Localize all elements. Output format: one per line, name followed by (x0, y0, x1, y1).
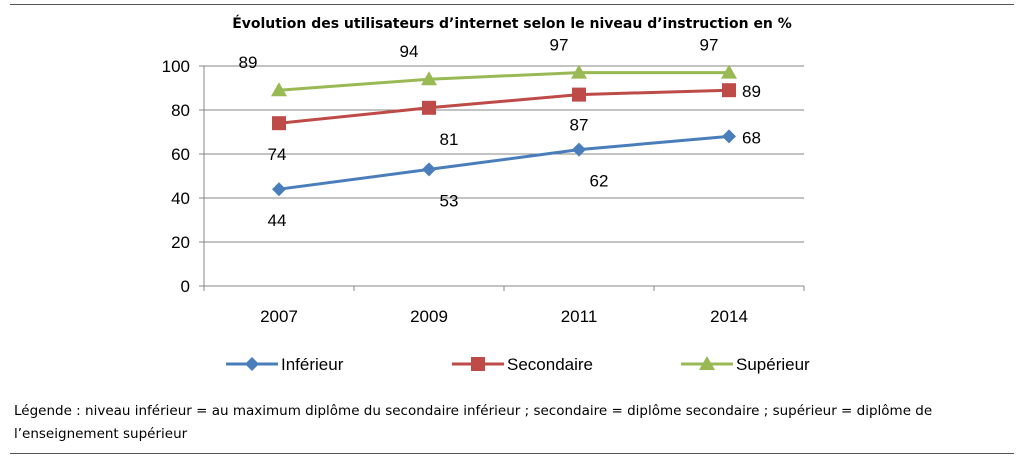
series-0-point-2009 (422, 162, 436, 177)
legend-swatch-marker-0 (245, 357, 259, 371)
x-tick-label-2009: 2009 (410, 307, 448, 326)
series-2-label-2009: 94 (400, 42, 419, 61)
y-tick-label-60: 60 (171, 145, 190, 164)
x-tick-label-2014: 2014 (710, 307, 748, 326)
series-2-label-2014: 97 (700, 36, 719, 55)
series-1-point-2011 (572, 87, 586, 102)
legend: Inférieur Secondaire Supérieur (226, 355, 810, 374)
chart-title: Évolution des utilisateurs d’internet se… (232, 15, 792, 32)
series-2-point-2007 (271, 82, 287, 97)
legend-swatch-marker-2 (699, 356, 715, 370)
y-tick-label-20: 20 (171, 233, 190, 252)
series-0-point-2014 (722, 129, 736, 144)
bottom-rule (10, 453, 1014, 454)
y-tick-label-100: 100 (162, 57, 190, 76)
series-0-label-2014: 68 (742, 128, 761, 147)
series-1-label-2011: 87 (570, 116, 589, 135)
y-tick-label-40: 40 (171, 189, 190, 208)
data-labels: 44 53 62 68 74 81 87 89 89 94 97 97 (239, 36, 761, 231)
axes: 0 20 40 60 80 100 2007 2009 2011 2014 (162, 57, 805, 326)
series-2-label-2007: 89 (239, 53, 258, 72)
series-0-line (278, 134, 730, 191)
series-0-label-2011: 62 (590, 172, 609, 191)
y-tick-label-80: 80 (171, 101, 190, 120)
line-chart: Évolution des utilisateurs d’internet se… (162, 15, 810, 374)
legend-label-1: Secondaire (507, 355, 593, 374)
x-tick-label-2007: 2007 (260, 307, 298, 326)
series-2-line (278, 71, 729, 92)
series-0-label-2007: 44 (268, 211, 287, 230)
series-lines (271, 64, 737, 197)
legend-item-2: Supérieur (681, 355, 810, 374)
legend-item-0: Inférieur (226, 355, 344, 374)
series-1-label-2007: 74 (268, 145, 287, 164)
y-tick-label-0: 0 (181, 277, 190, 296)
grid (204, 65, 804, 243)
series-1-point-2009 (422, 100, 436, 115)
series-2-point-2011 (571, 64, 587, 79)
series-1-label-2014: 89 (742, 82, 761, 101)
series-1-point-2007 (272, 116, 286, 131)
series-0-point-2011 (572, 142, 586, 157)
legend-label-2: Supérieur (736, 355, 810, 374)
series-1-label-2009: 81 (440, 130, 459, 149)
series-0-label-2009: 53 (440, 191, 459, 210)
legend-note: Légende : niveau inférieur = au maximum … (14, 403, 933, 442)
series-0-point-2007 (272, 182, 286, 197)
legend-label-0: Inférieur (281, 355, 344, 374)
series-2-point-2014 (721, 64, 737, 79)
top-rule (10, 4, 1014, 5)
series-1-point-2014 (722, 83, 736, 98)
x-tick-label-2011: 2011 (561, 307, 598, 326)
legend-item-1: Secondaire (452, 355, 593, 374)
legend-swatch-marker-1 (471, 357, 485, 371)
series-1-line (278, 88, 730, 125)
series-2-point-2009 (421, 71, 437, 86)
series-2-label-2011: 97 (550, 36, 569, 55)
